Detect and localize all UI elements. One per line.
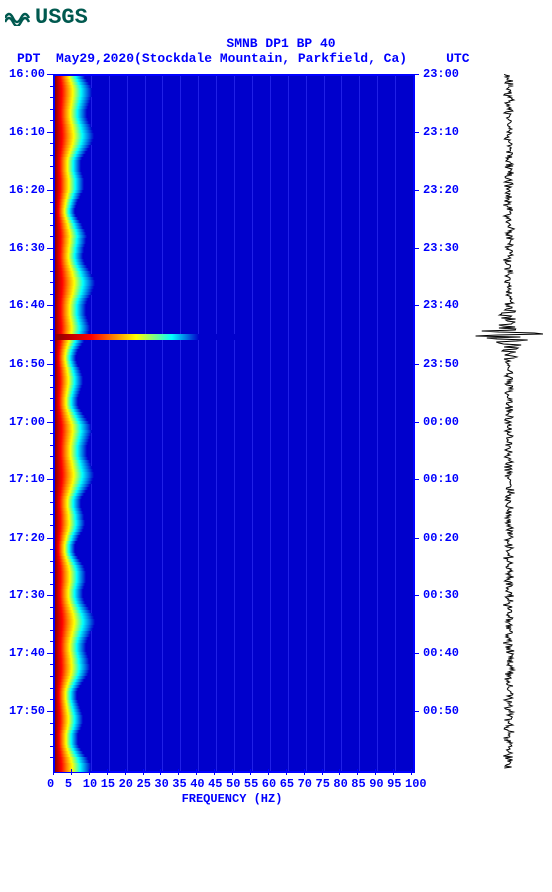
x-tick-label: 45	[208, 777, 222, 791]
station-label: (Stockdale Mountain, Parkfield, Ca)	[134, 51, 407, 66]
y-right-tick-label: 23:10	[423, 125, 459, 139]
x-tick-label: 65	[280, 777, 294, 791]
y-left-tick-label: 17:50	[9, 704, 45, 718]
y-right-tick-label: 00:40	[423, 646, 459, 660]
chart-title: SMNB DP1 BP 40	[5, 36, 552, 51]
spectrogram	[53, 74, 415, 773]
x-tick-label: 90	[369, 777, 383, 791]
chart-area: 16:0016:1016:2016:3016:4016:5017:0017:10…	[5, 74, 545, 814]
y-left-tick-label: 16:10	[9, 125, 45, 139]
y-left-tick-label: 17:30	[9, 588, 45, 602]
x-tick-label: 10	[83, 777, 97, 791]
x-tick-label: 55	[244, 777, 258, 791]
x-tick-label: 5	[65, 777, 72, 791]
date-label: May29,2020	[56, 51, 134, 66]
tz-right-label: UTC	[446, 51, 469, 66]
y-right-tick-label: 00:10	[423, 472, 459, 486]
y-right-tick-label: 00:50	[423, 704, 459, 718]
x-tick-label: 70	[298, 777, 312, 791]
x-tick-label: 25	[137, 777, 151, 791]
waveform-trace	[475, 74, 543, 769]
y-right-tick-label: 23:00	[423, 67, 459, 81]
logo-text: USGS	[35, 5, 88, 30]
y-left-tick-label: 16:40	[9, 298, 45, 312]
x-tick-label: 60	[262, 777, 276, 791]
y-left-tick-label: 17:10	[9, 472, 45, 486]
y-right-tick-label: 23:50	[423, 357, 459, 371]
x-tick-label: 85	[351, 777, 365, 791]
x-tick-label: 80	[333, 777, 347, 791]
x-axis-title: FREQUENCY (HZ)	[53, 792, 411, 806]
tz-left-label: PDT	[17, 51, 40, 66]
y-left-tick-label: 17:00	[9, 415, 45, 429]
x-tick-label: 50	[226, 777, 240, 791]
x-tick-label: 15	[101, 777, 115, 791]
chart-header: SMNB DP1 BP 40 PDT May29,2020(Stockdale …	[5, 36, 552, 66]
y-right-tick-label: 23:30	[423, 241, 459, 255]
y-left-tick-label: 16:30	[9, 241, 45, 255]
usgs-logo: USGS	[5, 5, 552, 30]
x-tick-label: 95	[387, 777, 401, 791]
y-left-tick-label: 16:00	[9, 67, 45, 81]
x-tick-label: 0	[47, 777, 54, 791]
x-tick-label: 40	[190, 777, 204, 791]
low-freq-band	[55, 76, 95, 771]
x-tick-label: 100	[405, 777, 427, 791]
y-left-tick-label: 17:20	[9, 531, 45, 545]
y-right-tick-label: 23:40	[423, 298, 459, 312]
x-tick-label: 35	[172, 777, 186, 791]
y-left-tick-label: 16:50	[9, 357, 45, 371]
x-tick-label: 20	[119, 777, 133, 791]
y-right-tick-label: 00:20	[423, 531, 459, 545]
y-left-tick-label: 16:20	[9, 183, 45, 197]
y-right-tick-label: 23:20	[423, 183, 459, 197]
y-right-tick-label: 00:00	[423, 415, 459, 429]
chart-subtitle: PDT May29,2020(Stockdale Mountain, Parkf…	[5, 51, 552, 66]
y-right-tick-label: 00:30	[423, 588, 459, 602]
wave-icon	[5, 10, 31, 26]
x-tick-label: 30	[154, 777, 168, 791]
y-left-tick-label: 17:40	[9, 646, 45, 660]
x-tick-label: 75	[316, 777, 330, 791]
